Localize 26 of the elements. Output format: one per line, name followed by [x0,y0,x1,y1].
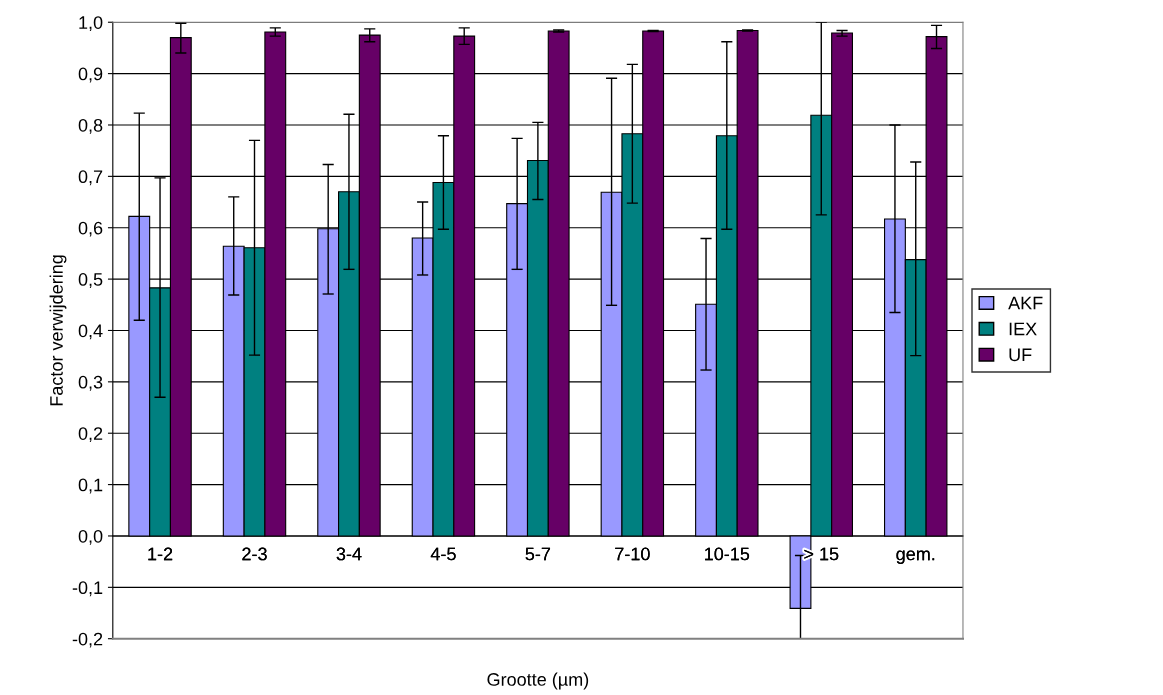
legend-label: UF [1009,348,1032,362]
y-tick-label: -0,2 [72,632,103,648]
x-tick-label: 5-7 [525,547,551,561]
y-tick-label: 1,0 [79,16,103,32]
x-tick-label: 4-5 [430,547,456,561]
y-tick-label: -0,1 [72,581,103,597]
y-tick-label: 0,6 [78,221,103,237]
y-tick-label: 0,5 [78,273,103,288]
y-tick-label: 0,7 [78,170,103,186]
y-tick-label: 0,0 [78,529,103,545]
y-axis-title: Factor verwijdering [49,255,67,406]
x-tick-label: 3-4 [336,547,362,561]
legend-label: IEX [1009,322,1037,336]
x-tick-label: 2-3 [242,547,267,561]
y-tick-label: 0,1 [78,478,103,494]
x-axis-title: Grootte (µm) [487,672,589,690]
x-tick-label: 1-2 [148,547,173,561]
x-tick-label: 7-10 [615,547,650,561]
y-tick-label: 0,9 [78,67,103,83]
x-tick-label: gem. [896,550,935,564]
legend-label: AKF [1008,296,1043,310]
x-tick-label: 10-15 [705,547,750,561]
y-tick-label: 0,8 [78,118,103,134]
y-tick-label: 0,2 [78,427,103,443]
y-tick-label: 0,3 [78,375,103,391]
y-tick-label: 0,4 [78,324,103,340]
